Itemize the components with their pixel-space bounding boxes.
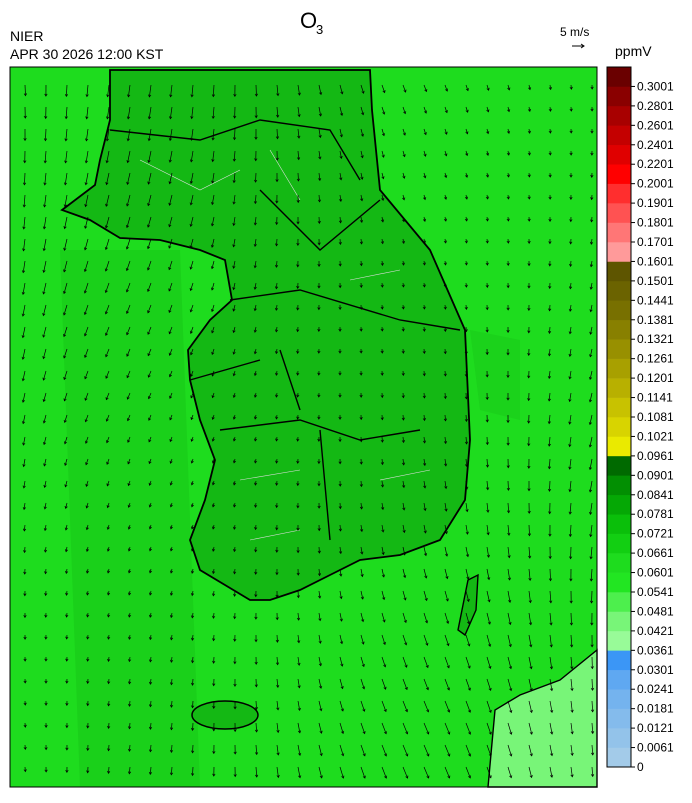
colorbar-label: 0.0121 [637,721,674,735]
colorbar: 0 0.0061 0.0121 0.0181 0.0241 0.0301 0.0361 0.0… [607,67,674,774]
colorbar-label: 0.2001 [637,177,674,191]
colorbar-segment [607,359,631,379]
colorbar-label: 0.0781 [637,507,674,521]
colorbar-segment [607,398,631,418]
title: O [300,8,317,33]
colorbar-segment [607,534,631,554]
colorbar-segment [607,475,631,495]
colorbar-label: 0 [637,760,644,774]
jeju-island [192,701,258,729]
colorbar-segment [607,514,631,534]
colorbar-segment [607,203,631,223]
colorbar-label: 0.0961 [637,449,674,463]
colorbar-label: 0.0841 [637,488,674,502]
colorbar-segment [607,611,631,631]
colorbar-segment [607,417,631,437]
colorbar-label: 0.0181 [637,702,674,716]
map [10,67,597,787]
colorbar-segment [607,300,631,320]
colorbar-segment [607,184,631,204]
colorbar-label: 0.0661 [637,546,674,560]
colorbar-label: 0.3001 [637,79,674,93]
colorbar-segment [607,495,631,515]
colorbar-label: 0.1501 [637,274,674,288]
colorbar-segment [607,281,631,301]
colorbar-segment [607,67,631,87]
colorbar-label: 0.1081 [637,410,674,424]
colorbar-label: 0.0301 [637,663,674,677]
colorbar-segment [607,728,631,748]
colorbar-label: 0.1021 [637,429,674,443]
colorbar-label: 0.2801 [637,99,674,113]
colorbar-label: 0.0481 [637,604,674,618]
colorbar-label: 0.0541 [637,585,674,599]
datetime: APR 30 2026 12:00 KST [10,46,164,62]
colorbar-segment [607,223,631,243]
colorbar-segment [607,689,631,709]
colorbar-label: 0.1261 [637,352,674,366]
colorbar-segment [607,164,631,184]
colorbar-segment [607,709,631,729]
colorbar-segment [607,339,631,359]
colorbar-label: 0.0601 [637,566,674,580]
colorbar-segment [607,436,631,456]
colorbar-segment [607,573,631,593]
colorbar-label: 0.0061 [637,741,674,755]
colorbar-segment [607,145,631,165]
colorbar-label: 0.1901 [637,196,674,210]
colorbar-label: 0.2401 [637,138,674,152]
colorbar-label: 0.1701 [637,235,674,249]
colorbar-unit: ppmV [615,43,652,59]
colorbar-label: 0.1201 [637,371,674,385]
colorbar-label: 0.0361 [637,643,674,657]
colorbar-label: 0.2201 [637,157,674,171]
colorbar-label: 0.2601 [637,118,674,132]
colorbar-segment [607,378,631,398]
colorbar-segment [607,631,631,651]
agency: NIER [10,28,43,44]
colorbar-label: 0.1601 [637,254,674,268]
title-subscript: 3 [316,22,323,37]
colorbar-segment [607,106,631,126]
colorbar-segment [607,748,631,768]
colorbar-segment [607,320,631,340]
wind-scale-label: 5 m/s [560,25,589,39]
colorbar-segment [607,261,631,281]
colorbar-segment [607,242,631,262]
colorbar-segment [607,592,631,612]
colorbar-label: 0.1441 [637,293,674,307]
colorbar-label: 0.0421 [637,624,674,638]
colorbar-label: 0.1381 [637,313,674,327]
colorbar-segment [607,553,631,573]
shade-zone [60,250,200,787]
colorbar-segment [607,456,631,476]
colorbar-segment [607,650,631,670]
colorbar-segment [607,670,631,690]
colorbar-label: 0.1801 [637,216,674,230]
colorbar-segment [607,86,631,106]
colorbar-label: 0.0721 [637,527,674,541]
colorbar-segment [607,125,631,145]
colorbar-label: 0.1321 [637,332,674,346]
colorbar-label: 0.0901 [637,468,674,482]
colorbar-label: 0.1141 [637,391,673,405]
colorbar-label: 0.0241 [637,682,674,696]
